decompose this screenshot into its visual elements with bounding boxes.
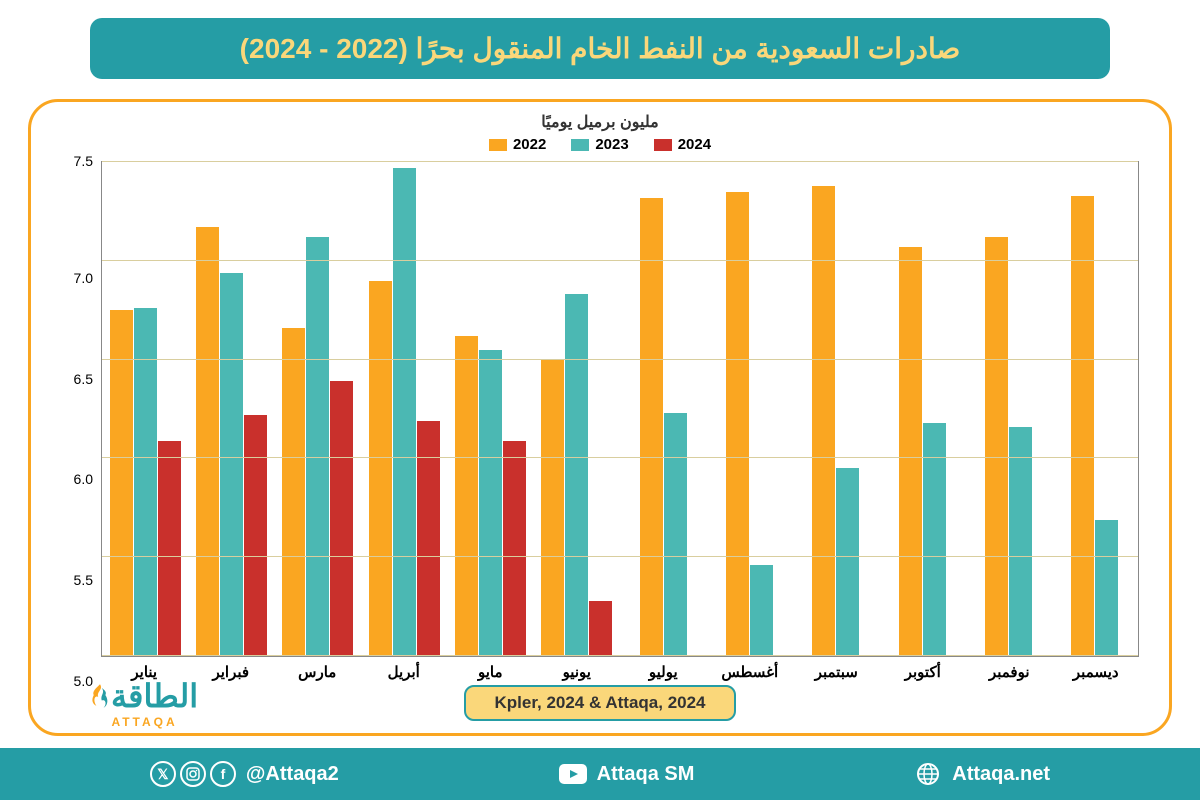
month-group bbox=[793, 162, 879, 656]
legend-title: مليون برميل يوميًا bbox=[61, 112, 1139, 132]
x-tick-label: مارس bbox=[274, 663, 361, 681]
footer-youtube: Attaqa SM bbox=[559, 760, 695, 788]
footer-website: Attaqa.net bbox=[914, 760, 1050, 788]
social-handle: @Attaqa2 bbox=[246, 763, 339, 786]
legend: مليون برميل يوميًا 2022 2023 2024 bbox=[61, 112, 1139, 153]
bar bbox=[330, 381, 353, 656]
bar bbox=[455, 336, 478, 656]
chart-panel: مليون برميل يوميًا 2022 2023 2024 7.5 7.0 6.… bbox=[28, 99, 1172, 736]
bar bbox=[812, 186, 835, 656]
bar bbox=[503, 441, 526, 656]
month-group bbox=[275, 162, 361, 656]
legend-label: 2022 bbox=[513, 136, 546, 153]
x-tick-label: أبريل bbox=[361, 663, 448, 681]
x-icon: 𝕏 bbox=[150, 761, 176, 787]
gridline bbox=[102, 161, 1138, 162]
gridline bbox=[102, 457, 1138, 458]
chart-title: صادرات السعودية من النفط الخام المنقول ب… bbox=[90, 18, 1110, 79]
bar bbox=[541, 360, 564, 656]
y-tick-label: 7.5 bbox=[74, 153, 93, 169]
y-tick-label: 5.5 bbox=[74, 572, 93, 588]
gridline bbox=[102, 260, 1138, 261]
x-tick-label: يوليو bbox=[620, 663, 707, 681]
bar bbox=[110, 310, 133, 656]
bar bbox=[1095, 520, 1118, 656]
bar bbox=[640, 198, 663, 656]
bar bbox=[726, 192, 749, 656]
x-tick-label: نوفمبر bbox=[966, 663, 1053, 681]
footer: 𝕏 f @Attaqa2 Attaqa SM Attaqa.net bbox=[0, 748, 1200, 800]
x-tick-label: سبتمبر bbox=[793, 663, 880, 681]
bar bbox=[1009, 427, 1032, 656]
month-group bbox=[965, 162, 1051, 656]
month-group bbox=[361, 162, 447, 656]
bar bbox=[664, 413, 687, 656]
legend-swatch bbox=[571, 139, 589, 151]
y-tick-label: 7.0 bbox=[74, 270, 93, 286]
x-tick-label: مايو bbox=[447, 663, 534, 681]
legend-item: 2022 bbox=[489, 136, 546, 153]
legend-label: 2024 bbox=[678, 136, 711, 153]
bar bbox=[306, 237, 329, 656]
legend-label: 2023 bbox=[595, 136, 628, 153]
y-tick-label: 6.5 bbox=[74, 371, 93, 387]
bar bbox=[196, 227, 219, 656]
bar bbox=[565, 294, 588, 656]
instagram-icon bbox=[180, 761, 206, 787]
x-tick-label: يونيو bbox=[534, 663, 621, 681]
gridline bbox=[102, 556, 1138, 557]
month-group bbox=[188, 162, 274, 656]
source-label: Kpler, 2024 & Attaqa, 2024 bbox=[464, 685, 735, 721]
bar bbox=[479, 350, 502, 656]
youtube-label: Attaqa SM bbox=[597, 763, 695, 786]
brand-main: الطاقة bbox=[111, 677, 198, 715]
globe-icon bbox=[914, 760, 942, 788]
x-tick-label: فبراير bbox=[188, 663, 275, 681]
gridline bbox=[102, 655, 1138, 656]
y-axis: 7.57.06.56.05.55.0 bbox=[61, 161, 101, 681]
brand-logo: الطاقة ATTAQA bbox=[91, 677, 198, 729]
x-axis: ينايرفبرايرمارسأبريلمايويونيويوليوأغسطسس… bbox=[101, 657, 1139, 681]
brand-sub: ATTAQA bbox=[111, 715, 177, 729]
footer-social: 𝕏 f @Attaqa2 bbox=[150, 761, 339, 787]
website-label: Attaqa.net bbox=[952, 763, 1050, 786]
bar bbox=[985, 237, 1008, 656]
bar bbox=[220, 273, 243, 656]
bars-region bbox=[101, 161, 1139, 657]
legend-swatch bbox=[489, 139, 507, 151]
month-group bbox=[534, 162, 620, 656]
y-tick-label: 6.0 bbox=[74, 471, 93, 487]
x-tick-label: أغسطس bbox=[707, 663, 794, 681]
flame-icon bbox=[91, 681, 109, 711]
bar bbox=[750, 565, 773, 656]
bar bbox=[589, 601, 612, 656]
youtube-icon bbox=[559, 760, 587, 788]
bar bbox=[282, 328, 305, 656]
month-group bbox=[879, 162, 965, 656]
plot-area: 7.57.06.56.05.55.0 ينايرفبرايرمارسأبريلم… bbox=[61, 161, 1139, 681]
bar bbox=[836, 468, 859, 656]
month-group bbox=[1052, 162, 1138, 656]
gridline bbox=[102, 359, 1138, 360]
bar bbox=[393, 168, 416, 656]
month-group bbox=[447, 162, 533, 656]
legend-item: 2023 bbox=[571, 136, 628, 153]
bar bbox=[369, 281, 392, 656]
x-tick-label: أكتوبر bbox=[880, 663, 967, 681]
legend-swatch bbox=[654, 139, 672, 151]
bar bbox=[1071, 196, 1094, 656]
month-group bbox=[620, 162, 706, 656]
facebook-icon: f bbox=[210, 761, 236, 787]
month-group bbox=[102, 162, 188, 656]
bar bbox=[158, 441, 181, 656]
bar bbox=[134, 308, 157, 656]
bar bbox=[244, 415, 267, 656]
month-group bbox=[706, 162, 792, 656]
legend-item: 2024 bbox=[654, 136, 711, 153]
x-tick-label: ديسمبر bbox=[1053, 663, 1140, 681]
bar bbox=[899, 247, 922, 656]
bar bbox=[417, 421, 440, 656]
